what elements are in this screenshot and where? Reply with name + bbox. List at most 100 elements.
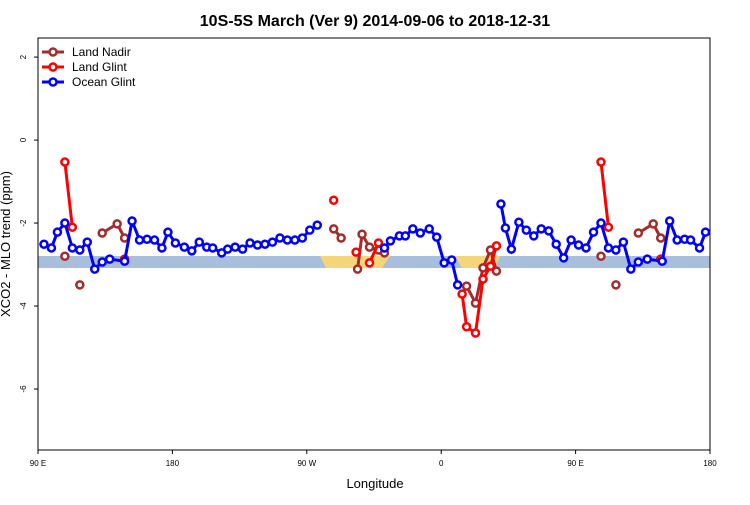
- data-point: [275, 233, 285, 243]
- data-point: [127, 216, 137, 226]
- data-point: [328, 195, 339, 205]
- data-point: [97, 257, 107, 267]
- x-tick-label: 180: [166, 459, 180, 468]
- y-axis-label: XCO2 - MLO trend (ppm): [0, 171, 13, 317]
- legend-label: Land Nadir: [72, 45, 131, 59]
- data-point: [446, 255, 457, 265]
- data-point: [157, 243, 167, 253]
- y-tick-label: 2: [19, 54, 28, 59]
- data-point: [134, 235, 145, 245]
- data-point: [230, 242, 240, 252]
- data-point: [364, 242, 375, 252]
- data-point: [596, 251, 606, 261]
- data-point: [149, 235, 160, 245]
- data-point: [245, 238, 255, 248]
- data-point: [657, 256, 667, 266]
- data-point: [655, 233, 666, 243]
- data-point: [297, 233, 308, 243]
- data-point: [700, 227, 711, 237]
- data-point: [400, 231, 411, 241]
- data-point: [222, 244, 233, 254]
- data-point: [328, 224, 339, 234]
- data-point: [312, 220, 323, 230]
- data-point: [491, 241, 502, 251]
- data-point: [82, 237, 93, 247]
- data-point: [506, 244, 517, 254]
- plot-frame: [37, 37, 711, 451]
- data-point: [170, 238, 181, 248]
- data-point: [470, 328, 481, 338]
- data-point: [305, 225, 315, 235]
- y-tick-label: -6: [19, 385, 28, 393]
- data-point: [75, 245, 85, 255]
- data-point: [478, 274, 488, 284]
- data-point: [439, 258, 449, 268]
- data-point: [596, 157, 606, 167]
- data-point: [588, 227, 599, 237]
- data-point: [521, 225, 532, 235]
- data-point: [112, 219, 122, 229]
- data-point: [179, 242, 190, 252]
- data-point: [52, 227, 63, 237]
- legend-label: Ocean Glint: [72, 75, 136, 89]
- data-point: [336, 233, 346, 243]
- data-point: [611, 245, 621, 255]
- data-point: [596, 218, 606, 228]
- data-point: [581, 243, 591, 253]
- data-point: [60, 157, 70, 167]
- data-point: [60, 251, 70, 261]
- data-point: [551, 239, 561, 249]
- x-tick-label: 90 E: [567, 459, 583, 468]
- x-tick-label: 0: [439, 459, 444, 468]
- data-point: [485, 261, 496, 271]
- data-point: [194, 237, 205, 247]
- data-point: [364, 258, 375, 268]
- data-point: [672, 235, 682, 245]
- data-point: [566, 235, 576, 245]
- data-point: [60, 218, 70, 228]
- data-point: [352, 264, 363, 274]
- data-point: [642, 254, 653, 264]
- data-point: [163, 227, 173, 237]
- data-point: [496, 199, 506, 209]
- data-point: [267, 237, 278, 247]
- data-point: [424, 224, 435, 234]
- data-point: [207, 243, 218, 253]
- data-point: [119, 256, 130, 266]
- x-tick-label: 90 W: [297, 459, 316, 468]
- data-point: [252, 240, 263, 250]
- data-point: [461, 281, 472, 291]
- data-point: [626, 264, 636, 274]
- data-point: [558, 253, 569, 263]
- data-point: [385, 236, 396, 246]
- legend-marker: [48, 62, 58, 72]
- y-tick-label: 0: [19, 137, 28, 142]
- data-point: [573, 240, 584, 250]
- data-point: [633, 228, 644, 238]
- x-axis-label: Longitude: [346, 476, 403, 491]
- data-point: [357, 229, 367, 239]
- data-point: [46, 243, 57, 253]
- data-point: [408, 224, 418, 234]
- chart-title: 10S-5S March (Ver 9) 2014-09-06 to 2018-…: [200, 13, 551, 30]
- y-tick-label: -2: [19, 219, 28, 227]
- data-point: [373, 238, 384, 248]
- data-point: [461, 322, 472, 332]
- data-point: [633, 257, 644, 267]
- data-point: [491, 266, 502, 276]
- data-point: [478, 263, 488, 273]
- data-point: [500, 223, 511, 233]
- data-point: [379, 243, 390, 253]
- data-point: [415, 228, 426, 238]
- data-point: [543, 226, 554, 236]
- data-point: [75, 280, 85, 290]
- data-point: [39, 239, 49, 249]
- legend-label: Land Glint: [72, 60, 127, 74]
- data-point: [536, 224, 547, 234]
- data-point: [104, 254, 115, 264]
- data-point: [142, 234, 152, 244]
- data-point: [664, 216, 675, 226]
- data-point: [290, 235, 300, 245]
- x-tick-label: 90 E: [30, 459, 46, 468]
